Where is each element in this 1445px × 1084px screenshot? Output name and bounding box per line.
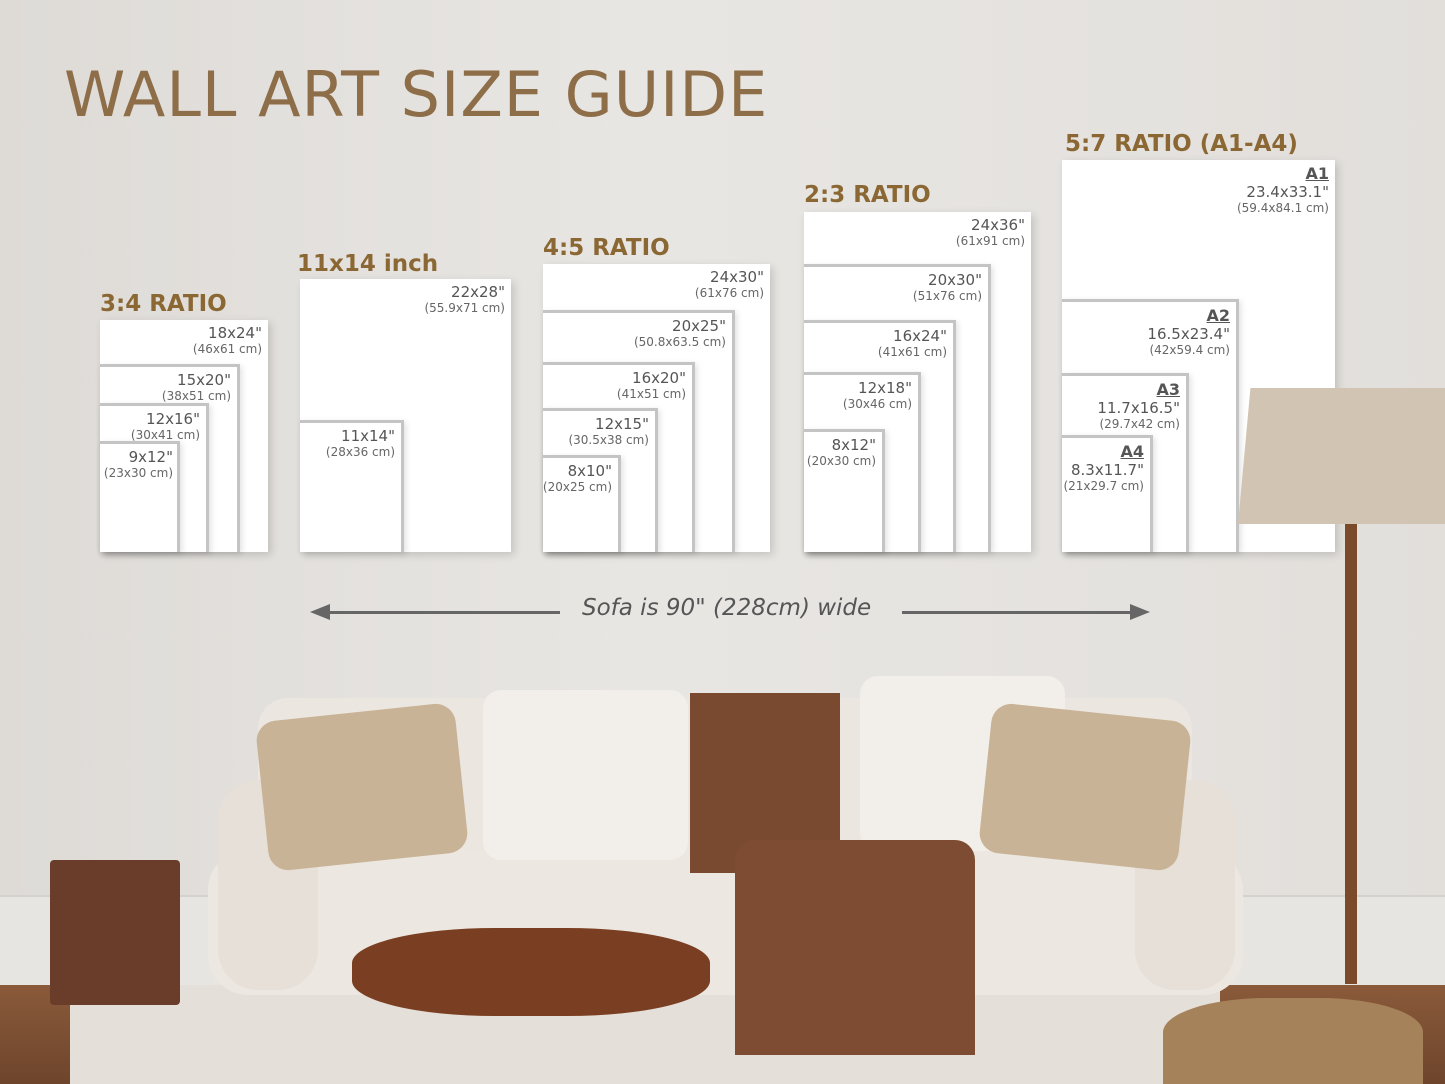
pillow bbox=[483, 690, 688, 860]
magazine-rack bbox=[50, 860, 180, 1005]
size-cm: (28x36 cm) bbox=[325, 445, 395, 459]
size-label: A3 11.7x16.5" (29.7x42 cm) bbox=[1097, 380, 1180, 432]
size-cm: (59.4x84.1 cm) bbox=[1236, 201, 1329, 216]
sofa-width-note: Sofa is 90" (228cm) wide bbox=[582, 595, 872, 621]
size-cm: (46x61 cm) bbox=[192, 342, 262, 356]
size-cm: (41x61 cm) bbox=[877, 345, 947, 359]
size-label: 18x24" (46x61 cm) bbox=[193, 324, 262, 356]
size-cm: (61x91 cm) bbox=[955, 234, 1025, 248]
group-heading-3-4: 3:4 RATIO bbox=[100, 291, 227, 317]
size-cm: (30x41 cm) bbox=[130, 428, 200, 442]
size-cm: (29.7x42 cm) bbox=[1099, 417, 1180, 432]
size-inches: 23.4x33.1" bbox=[1246, 183, 1329, 202]
size-label: 16x20" (41x51 cm) bbox=[617, 369, 686, 401]
pillow bbox=[254, 701, 470, 873]
size-label: 8x12" (20x30 cm) bbox=[807, 436, 876, 468]
size-label: 22x28" (55.9x71 cm) bbox=[424, 283, 505, 315]
size-label: 12x18" (30x46 cm) bbox=[843, 379, 912, 411]
arrow-left-icon bbox=[310, 604, 330, 620]
size-cm: (21x29.7 cm) bbox=[1063, 479, 1144, 494]
size-label: A4 8.3x11.7" (21x29.7 cm) bbox=[1063, 442, 1144, 494]
size-cm: (23x30 cm) bbox=[103, 466, 173, 480]
size-label: 9x12" (23x30 cm) bbox=[104, 448, 173, 480]
arrow-line-left bbox=[328, 611, 560, 614]
size-code: A2 bbox=[1206, 306, 1230, 325]
size-label: A2 16.5x23.4" (42x59.4 cm) bbox=[1147, 306, 1230, 358]
group-heading-2-3: 2:3 RATIO bbox=[804, 182, 931, 208]
size-cm: (20x25 cm) bbox=[542, 480, 612, 494]
size-inches: 18x24" bbox=[208, 324, 262, 342]
group-heading-11x14: 11x14 inch bbox=[297, 251, 439, 277]
frame-8x12: 8x12" (20x30 cm) bbox=[804, 429, 885, 552]
page-title: WALL ART SIZE GUIDE bbox=[64, 58, 769, 131]
size-inches: 16.5x23.4" bbox=[1147, 325, 1230, 344]
size-label: 11x14" (28x36 cm) bbox=[326, 427, 395, 459]
size-inches: 11x14" bbox=[341, 427, 395, 445]
frame-a4: A4 8.3x11.7" (21x29.7 cm) bbox=[1062, 435, 1153, 552]
size-inches: 24x30" bbox=[710, 268, 764, 286]
size-inches: 12x18" bbox=[858, 379, 912, 397]
size-code: A3 bbox=[1156, 380, 1180, 399]
size-cm: (30x46 cm) bbox=[842, 397, 912, 411]
size-label: 16x24" (41x61 cm) bbox=[878, 327, 947, 359]
size-cm: (42x59.4 cm) bbox=[1149, 343, 1230, 358]
size-label: 12x16" (30x41 cm) bbox=[131, 410, 200, 442]
size-inches: 9x12" bbox=[128, 448, 173, 466]
size-label: 20x25" (50.8x63.5 cm) bbox=[634, 317, 726, 349]
size-inches: 20x25" bbox=[672, 317, 726, 335]
size-cm: (41x51 cm) bbox=[616, 387, 686, 401]
lamp-shade bbox=[1238, 388, 1445, 524]
size-label: 20x30" (51x76 cm) bbox=[913, 271, 982, 303]
size-label: 15x20" (38x51 cm) bbox=[162, 371, 231, 403]
size-cm: (38x51 cm) bbox=[161, 389, 231, 403]
size-cm: (55.9x71 cm) bbox=[424, 301, 505, 315]
coffee-table bbox=[352, 928, 710, 1016]
size-label: A1 23.4x33.1" (59.4x84.1 cm) bbox=[1237, 164, 1329, 216]
frame-8x10: 8x10" (20x25 cm) bbox=[543, 455, 621, 552]
lamp-leg bbox=[1345, 524, 1357, 984]
size-label: 24x36" (61x91 cm) bbox=[956, 216, 1025, 248]
size-label: 12x15" (30.5x38 cm) bbox=[568, 415, 649, 447]
size-cm: (50.8x63.5 cm) bbox=[633, 335, 726, 349]
group-heading-4-5: 4:5 RATIO bbox=[543, 235, 670, 261]
size-cm: (20x30 cm) bbox=[806, 454, 876, 468]
pillow bbox=[977, 701, 1193, 873]
size-inches: 12x16" bbox=[146, 410, 200, 428]
frame-11x14: 11x14" (28x36 cm) bbox=[300, 420, 404, 552]
frame-9x12: 9x12" (23x30 cm) bbox=[100, 441, 180, 552]
size-inches: 20x30" bbox=[928, 271, 982, 289]
group-heading-5-7: 5:7 RATIO (A1-A4) bbox=[1065, 131, 1298, 157]
size-code: A1 bbox=[1305, 164, 1329, 183]
size-code: A4 bbox=[1120, 442, 1144, 461]
pouf bbox=[1163, 998, 1423, 1084]
size-inches: 16x24" bbox=[893, 327, 947, 345]
size-inches: 11.7x16.5" bbox=[1097, 399, 1180, 418]
size-inches: 15x20" bbox=[177, 371, 231, 389]
size-label: 24x30" (61x76 cm) bbox=[695, 268, 764, 300]
size-inches: 24x36" bbox=[971, 216, 1025, 234]
size-cm: (30.5x38 cm) bbox=[568, 433, 649, 447]
size-inches: 22x28" bbox=[451, 283, 505, 301]
size-inches: 8x10" bbox=[567, 462, 612, 480]
arrow-line-right bbox=[902, 611, 1132, 614]
size-cm: (51x76 cm) bbox=[912, 289, 982, 303]
arrow-right-icon bbox=[1130, 604, 1150, 620]
size-inches: 16x20" bbox=[632, 369, 686, 387]
size-inches: 8.3x11.7" bbox=[1070, 461, 1144, 480]
size-cm: (61x76 cm) bbox=[694, 286, 764, 300]
throw-blanket bbox=[735, 840, 975, 1055]
size-label: 8x10" (20x25 cm) bbox=[543, 462, 612, 494]
size-inches: 8x12" bbox=[831, 436, 876, 454]
size-inches: 12x15" bbox=[595, 415, 649, 433]
